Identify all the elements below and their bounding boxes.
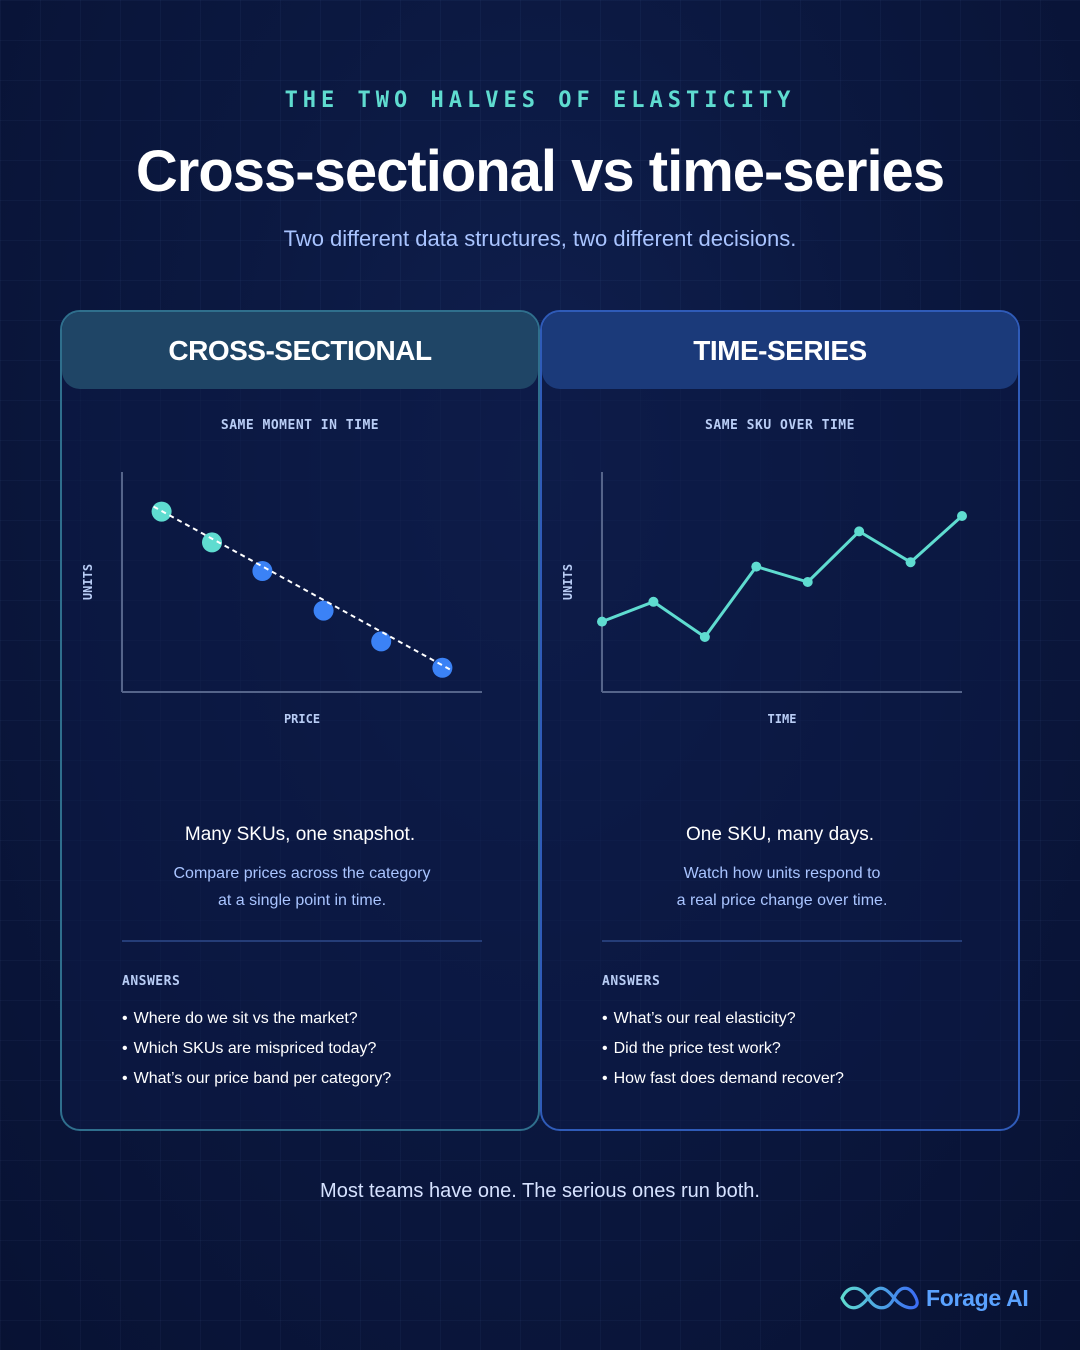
- answers-list: • What’s our real elasticity? • Did the pr…: [602, 1004, 982, 1094]
- line-point: [905, 557, 916, 568]
- y-axis-label: UNITS: [561, 564, 575, 600]
- scatter-chart: UNITS PRICE: [81, 472, 482, 726]
- scatter-point: [432, 657, 453, 678]
- footer-tagline: Most teams have one. The serious ones ru…: [320, 1180, 760, 1202]
- brand-name: Forage AI: [926, 1284, 1029, 1311]
- trend-line: [153, 505, 453, 672]
- list-item: • Did the price test work?: [602, 1034, 982, 1064]
- page-title: Cross-sectional vs time-series: [135, 139, 945, 204]
- line-point: [597, 616, 607, 627]
- panel-description: Watch how units respond to a real price …: [602, 860, 962, 914]
- bullet-icon: •: [122, 1070, 128, 1087]
- bullet-icon: •: [602, 1040, 608, 1057]
- answers-label: ANSWERS: [602, 974, 661, 989]
- page-subtitle: Two different data structures, two diffe…: [283, 226, 797, 251]
- scatter-point: [371, 631, 392, 652]
- line-point: [751, 561, 762, 572]
- series-line: [601, 514, 964, 639]
- y-axis-label: UNITS: [81, 564, 95, 600]
- list-item: • What’s our real elasticity?: [602, 1004, 982, 1034]
- description-line: Watch how units respond to: [683, 865, 881, 882]
- answer-text: Which SKUs are mispriced today?: [133, 1040, 377, 1057]
- panel-description: Compare prices across the category at a …: [122, 860, 482, 914]
- x-axis-label: TIME: [768, 712, 797, 726]
- description-line: at a single point in time.: [217, 892, 387, 909]
- description-line: a real price change over time.: [676, 892, 888, 909]
- answers-label: ANSWERS: [122, 974, 181, 989]
- cross-sectional-panel: CROSS-SECTIONAL SAME MOMENT IN TIME UNIT…: [60, 310, 540, 1131]
- scatter-point: [202, 532, 222, 553]
- panel-tagline: Many SKUs, one snapshot.: [184, 824, 416, 845]
- scatter-point: [313, 600, 334, 621]
- eyebrow: THE TWO HALVES OF ELASTICITY: [284, 88, 796, 113]
- bullet-icon: •: [602, 1010, 608, 1027]
- line-chart: UNITS TIME: [561, 472, 967, 726]
- panel-tagline: One SKU, many days.: [686, 824, 874, 845]
- panel-heading: TIME-SERIES: [542, 312, 1018, 389]
- line-point: [854, 526, 865, 537]
- time-series-panel: TIME-SERIES SAME SKU OVER TIME UNITS TIM…: [540, 310, 1020, 1131]
- infinity-logo-icon: [840, 1286, 919, 1310]
- panel-heading: CROSS-SECTIONAL: [62, 312, 538, 389]
- answer-text: How fast does demand recover?: [613, 1070, 844, 1087]
- divider: [122, 940, 482, 942]
- list-item: • How fast does demand recover?: [602, 1064, 982, 1094]
- bullet-icon: •: [602, 1070, 608, 1087]
- line-point: [699, 632, 710, 642]
- chart-caption: SAME SKU OVER TIME: [705, 418, 855, 433]
- answer-text: Did the price test work?: [613, 1040, 781, 1057]
- list-item: • What’s our price band per category?: [122, 1064, 502, 1094]
- divider: [602, 940, 962, 942]
- answer-text: What’s our real elasticity?: [613, 1010, 796, 1027]
- scatter-point: [252, 561, 273, 581]
- answer-text: Where do we sit vs the market?: [133, 1010, 358, 1027]
- answers-list: • Where do we sit vs the market? • Which S…: [122, 1004, 502, 1094]
- bullet-icon: •: [122, 1040, 128, 1057]
- list-item: • Which SKUs are mispriced today?: [122, 1034, 502, 1064]
- x-axis-label: PRICE: [284, 712, 320, 726]
- line-point: [802, 577, 813, 587]
- answer-text: What’s our price band per category?: [133, 1070, 392, 1087]
- chart-caption: SAME MOMENT IN TIME: [220, 418, 380, 433]
- line-point: [957, 511, 967, 521]
- line-point: [648, 596, 659, 607]
- bullet-icon: •: [122, 1010, 128, 1027]
- brand-logo: Forage AI: [838, 1278, 1048, 1318]
- list-item: • Where do we sit vs the market?: [122, 1004, 502, 1034]
- description-line: Compare prices across the category: [173, 865, 431, 882]
